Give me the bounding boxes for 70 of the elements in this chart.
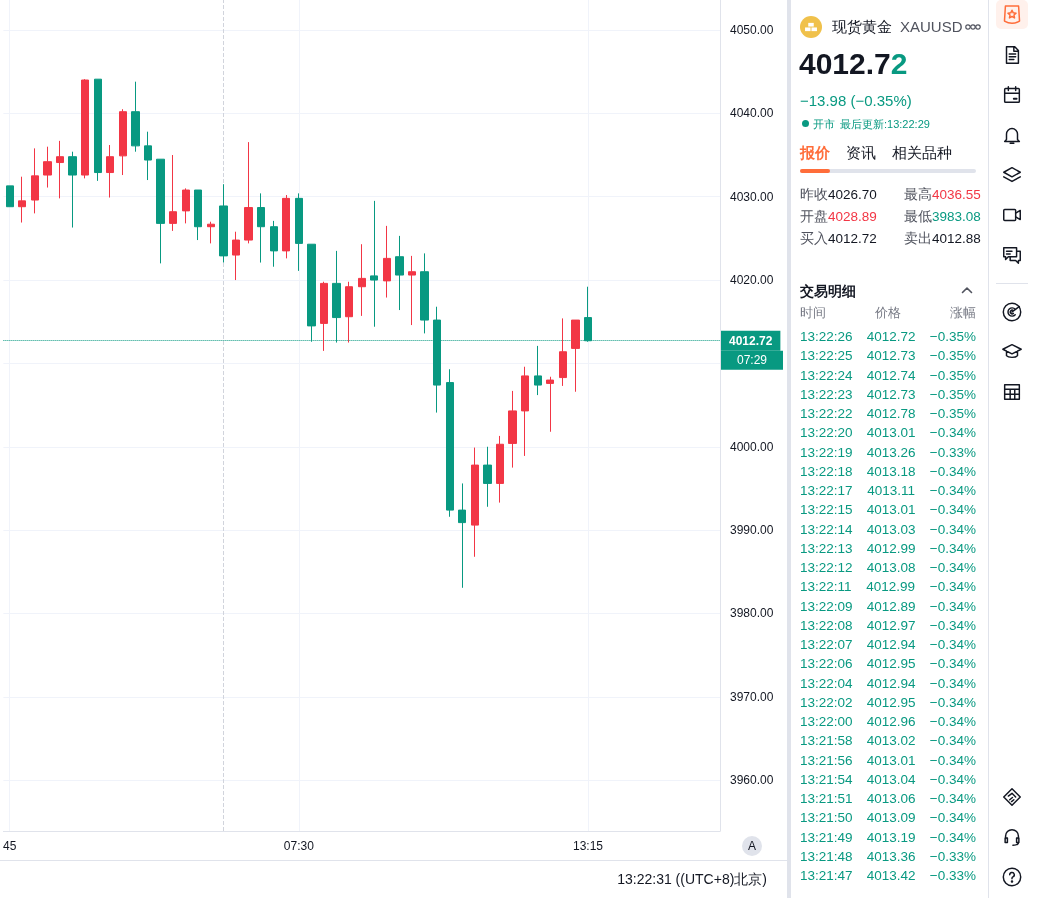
y-tick-label: 3990.00 [730,523,774,538]
text: 13:22:08 4012.97 −0.34% [800,617,976,633]
text: 买入 [800,231,828,246]
text: 13:22:12 4013.08 −0.34% [800,560,976,575]
text: −13.98 (−0.35%) [800,92,912,109]
text: 时间 [800,305,826,322]
text: 13:22:23 4012.73 −0.35% [800,386,976,402]
text: 13:22:02 4012.95 −0.34% [800,694,976,710]
text: 13:22:31 ((UTC+8)北京) [617,871,767,889]
y-tick-label: 4000.00 [730,439,774,454]
text: 最后更新:13:22:29 [840,117,930,132]
text: 4012.72 [799,47,908,81]
text: 3983.08 [932,209,981,224]
x-tick-label: 45 [2,839,17,853]
text: 最高 [904,187,932,202]
ref-line-label: 4012.72 [729,333,773,348]
y-tick-label: 4040.00 [730,106,774,121]
text: 13:22:00 4012.96 −0.34% [800,714,976,729]
text: 13:22:25 4012.73 −0.35% [800,348,976,364]
text: 4028.89 [828,209,877,224]
text: 13:21:56 4013.01 −0.34% [800,752,976,768]
text: 13:22:09 4012.89 −0.34% [800,598,976,614]
text: 13:21:54 4013.04 −0.34% [800,771,976,787]
text: 13:21:48 4013.36 −0.33% [800,848,976,864]
text: 昨收 [800,187,828,202]
text: 13:22:17 4013.11 −0.34% [800,483,976,498]
text: 07:29 [736,353,768,368]
text: 资讯 [846,144,876,163]
text: XAUUSD [900,18,963,35]
text: 13:21:51 4013.06 −0.34% [800,791,976,806]
text: 13:22:14 4013.03 −0.34% [800,521,976,537]
text: 最低 [904,209,932,224]
text: 现货黄金 [832,18,892,37]
y-tick-label: 4050.00 [730,23,774,38]
text: 13:21:49 4013.19 −0.34% [800,829,976,845]
text: 交易明细 [800,283,856,301]
text: 13:22:07 4012.94 −0.34% [800,637,976,652]
text: 4012.88 [932,231,981,246]
x-tick-label: 07:30 [283,839,315,853]
auto-scale-button: A [742,836,762,856]
text: 13:22:11 4012.99 −0.34% [800,579,976,595]
text: 13:22:22 4012.78 −0.35% [800,406,976,421]
text: 相关品种 [892,144,952,163]
text: 13:21:50 4013.09 −0.34% [800,810,976,826]
text: 13:22:04 4012.94 −0.34% [800,675,976,691]
text: 13:22:19 4013.26 −0.33% [800,444,976,460]
text: 13:22:06 4012.95 −0.34% [800,656,976,672]
text: 13:22:24 4012.74 −0.35% [800,367,976,383]
text: 13:22:20 4013.01 −0.34% [800,425,976,441]
text: 13:22:18 4013.18 −0.34% [800,463,976,479]
text: 4012.72 [828,231,877,246]
text: 4026.70 [828,187,877,202]
text: 13:21:47 4013.42 −0.33% [800,868,976,883]
text: 13:22:15 4013.01 −0.34% [800,502,976,518]
text: 13:21:58 4013.02 −0.34% [800,733,976,749]
y-tick-label: 3980.00 [730,606,774,621]
y-tick-label: 4030.00 [730,189,774,204]
text: 13:22:26 4012.72 −0.35% [800,329,976,344]
y-tick-label: 4020.00 [730,273,774,288]
y-tick-label: 3970.00 [730,689,774,704]
text: 开市 [813,117,835,132]
text: 价格 [875,305,901,322]
text: 卖出 [904,231,932,246]
text: 报价 [800,144,830,163]
text: 13:22:13 4012.99 −0.34% [800,540,976,556]
x-tick-label: 13:15 [572,839,604,853]
y-tick-label: 3960.00 [730,773,774,788]
text: 4036.55 [932,187,981,202]
text: 涨幅 [950,305,976,322]
text: 开盘 [800,209,828,224]
